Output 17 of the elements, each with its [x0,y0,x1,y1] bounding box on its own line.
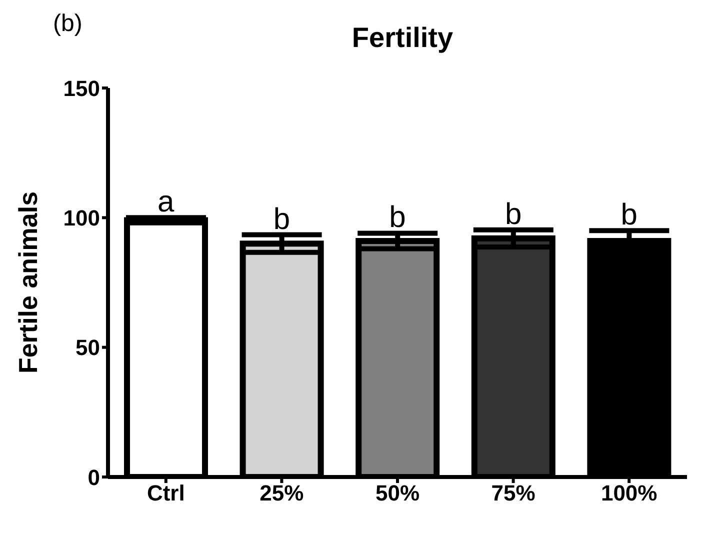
annotation: b [273,202,290,236]
y-tick-label: 0 [88,464,100,490]
y-tick-label: 50 [76,335,100,360]
annotation: b [620,198,638,232]
x-tick-label: 25% [260,480,304,506]
x-tick-label: 50% [375,480,420,506]
x-tick-label: Ctrl [146,480,185,506]
annotation: b [504,198,522,231]
text: (b) [53,10,82,38]
chart-title: Fertility [350,22,454,54]
y-tick-label: 150 [63,76,100,101]
annotation: a [158,186,175,219]
y-tick-label: 100 [63,205,100,230]
x-tick-label: 75% [491,480,536,506]
annotation: b [389,201,406,234]
y-axis-title: Fertile animals [13,191,44,374]
x-tick-label: 100% [600,480,658,506]
